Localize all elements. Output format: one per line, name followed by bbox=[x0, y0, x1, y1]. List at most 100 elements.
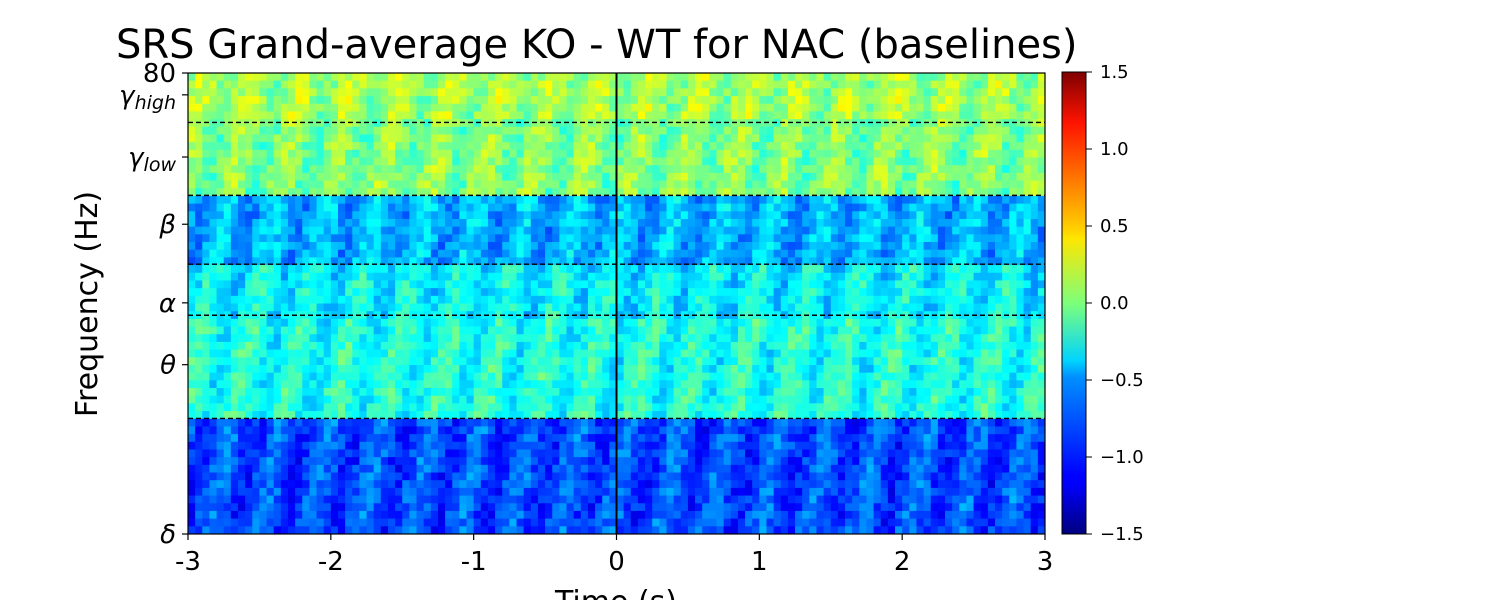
heatmap-cell bbox=[509, 157, 518, 166]
heatmap-cell bbox=[1037, 188, 1045, 197]
heatmap-cell bbox=[287, 334, 296, 343]
heatmap-cell bbox=[980, 119, 989, 128]
heatmap-cell bbox=[566, 73, 575, 82]
heatmap-cell bbox=[573, 295, 582, 305]
heatmap-cell bbox=[237, 80, 246, 89]
heatmap-cell bbox=[302, 265, 311, 274]
heatmap-cell bbox=[823, 341, 832, 351]
heatmap-cell bbox=[859, 257, 868, 266]
heatmap-cell bbox=[295, 126, 303, 136]
heatmap-cell bbox=[987, 157, 996, 166]
heatmap-cell bbox=[245, 96, 253, 105]
heatmap-cell bbox=[452, 88, 460, 97]
heatmap-cell bbox=[852, 234, 860, 243]
heatmap-cell bbox=[188, 380, 196, 389]
heatmap-cell bbox=[1023, 334, 1032, 343]
heatmap-cell bbox=[945, 218, 953, 228]
heatmap-cell bbox=[402, 295, 410, 305]
heatmap-cell bbox=[630, 326, 639, 335]
heatmap-cell bbox=[345, 357, 353, 366]
heatmap-cell bbox=[952, 372, 960, 381]
heatmap-cell bbox=[802, 149, 810, 159]
heatmap-cell bbox=[709, 96, 718, 105]
heatmap-cell bbox=[702, 195, 710, 205]
heatmap-cell bbox=[1037, 157, 1045, 166]
heatmap-cell bbox=[695, 326, 703, 335]
heatmap-cell bbox=[1023, 126, 1032, 136]
heatmap-cell bbox=[402, 249, 410, 258]
heatmap-cell bbox=[609, 242, 618, 251]
heatmap-cell bbox=[387, 142, 396, 151]
heatmap-cell bbox=[537, 149, 546, 159]
heatmap-cell bbox=[652, 172, 660, 182]
heatmap-cell bbox=[830, 226, 839, 235]
heatmap-cell bbox=[780, 80, 789, 89]
heatmap-cell bbox=[480, 180, 489, 189]
heatmap-cell bbox=[345, 211, 353, 220]
heatmap-cell bbox=[209, 180, 218, 189]
heatmap-cell bbox=[773, 218, 782, 228]
heatmap-cell bbox=[937, 272, 946, 282]
heatmap-cell bbox=[895, 288, 903, 297]
heatmap-cell bbox=[745, 349, 753, 358]
heatmap-cell bbox=[602, 111, 610, 120]
heatmap-cell bbox=[237, 88, 246, 97]
heatmap-cell bbox=[859, 195, 868, 205]
heatmap-cell bbox=[637, 80, 646, 89]
heatmap-cell bbox=[859, 318, 868, 328]
heatmap-cell bbox=[823, 142, 832, 151]
heatmap-cell bbox=[723, 265, 732, 274]
heatmap-cell bbox=[637, 257, 646, 266]
heatmap-cell bbox=[852, 172, 860, 182]
heatmap-cell bbox=[773, 80, 782, 89]
heatmap-cell bbox=[330, 326, 339, 335]
heatmap-cell bbox=[566, 288, 575, 297]
heatmap-cell bbox=[616, 134, 625, 143]
heatmap-cell bbox=[1009, 149, 1018, 159]
heatmap-cell bbox=[930, 188, 939, 197]
heatmap-cell bbox=[502, 280, 510, 289]
heatmap-cell bbox=[623, 134, 632, 143]
heatmap-cell bbox=[223, 226, 232, 235]
heatmap-cell bbox=[1002, 203, 1010, 212]
heatmap-cell bbox=[666, 211, 675, 220]
heatmap-cell bbox=[237, 126, 246, 136]
heatmap-cell bbox=[545, 195, 553, 205]
heatmap-cell bbox=[295, 157, 303, 166]
heatmap-cell bbox=[423, 242, 432, 251]
heatmap-cell bbox=[345, 73, 353, 82]
heatmap-cell bbox=[609, 234, 618, 243]
heatmap-cell bbox=[430, 80, 439, 89]
heatmap-cell bbox=[623, 303, 632, 312]
heatmap-cell bbox=[966, 318, 975, 328]
heatmap-cell bbox=[337, 388, 346, 397]
heatmap-cell bbox=[237, 218, 246, 228]
heatmap-cell bbox=[416, 272, 425, 282]
heatmap-cell bbox=[645, 349, 653, 358]
heatmap-cell bbox=[709, 172, 718, 182]
heatmap-cell bbox=[602, 203, 610, 212]
heatmap-cell bbox=[609, 357, 618, 366]
heatmap-cell bbox=[766, 349, 775, 358]
heatmap-cell bbox=[937, 80, 946, 89]
heatmap-cell bbox=[859, 188, 868, 197]
heatmap-cell bbox=[237, 357, 246, 366]
heatmap-cell bbox=[516, 388, 525, 397]
heatmap-cell bbox=[380, 142, 389, 151]
heatmap-cell bbox=[345, 372, 353, 381]
heatmap-cell bbox=[188, 272, 196, 282]
heatmap-cell bbox=[709, 157, 718, 166]
heatmap-cell bbox=[752, 195, 760, 205]
heatmap-cell bbox=[795, 119, 803, 128]
heatmap-cell bbox=[637, 126, 646, 136]
heatmap-cell bbox=[330, 303, 339, 312]
heatmap-cell bbox=[652, 295, 660, 305]
heatmap-cell bbox=[602, 234, 610, 243]
heatmap-cell bbox=[637, 165, 646, 174]
heatmap-cell bbox=[516, 188, 525, 197]
heatmap-cell bbox=[595, 257, 603, 266]
heatmap-cell bbox=[609, 226, 618, 235]
heatmap-cell bbox=[195, 380, 203, 389]
heatmap-cell bbox=[287, 88, 296, 97]
heatmap-cell bbox=[509, 88, 518, 97]
